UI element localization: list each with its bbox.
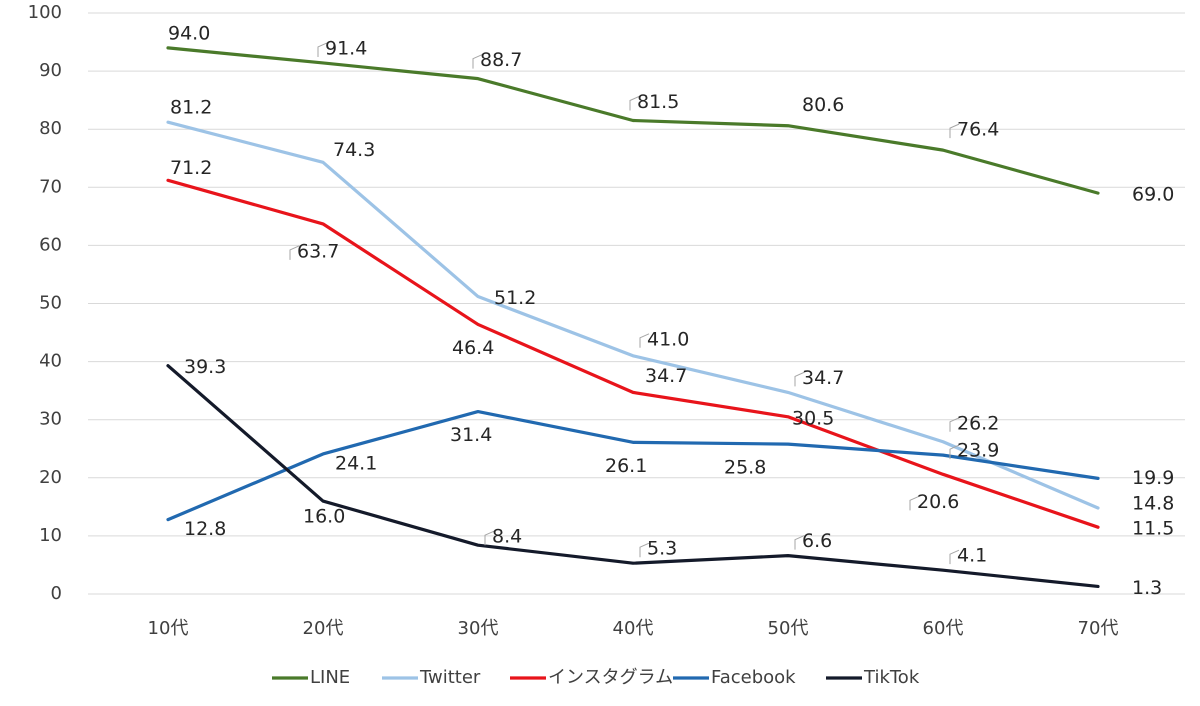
legend-label: Facebook — [711, 667, 796, 688]
y-tick-label: 60 — [39, 234, 62, 255]
legend-label: インスタグラム — [548, 667, 673, 688]
data-label: 16.0 — [303, 506, 345, 528]
label-leader — [639, 542, 650, 558]
data-label: 34.7 — [645, 365, 687, 387]
label-leader — [484, 530, 495, 546]
legend-label: LINE — [310, 667, 350, 688]
x-axis: 10代 20代 30代 40代 50代 60代 70代 — [148, 618, 1119, 639]
data-label: 12.8 — [184, 518, 226, 540]
data-label: 74.3 — [333, 139, 375, 161]
data-label: 30.5 — [792, 407, 834, 429]
y-tick-label: 50 — [39, 293, 62, 314]
legend-item: Facebook — [673, 667, 796, 688]
x-tick-label: 10代 — [148, 618, 189, 639]
y-tick-label: 10 — [39, 525, 62, 546]
data-label: 69.0 — [1132, 184, 1174, 206]
data-label: 39.3 — [184, 356, 226, 378]
x-tick-label: 70代 — [1078, 618, 1119, 639]
data-label: 6.6 — [802, 530, 832, 552]
y-tick-label: 20 — [39, 467, 62, 488]
x-tick-label: 50代 — [768, 618, 809, 639]
legend-label: Twitter — [419, 667, 481, 688]
label-leader — [794, 371, 805, 387]
label-leader — [317, 42, 328, 57]
y-tick-label: 100 — [28, 2, 62, 23]
data-label: 91.4 — [325, 37, 367, 59]
data-label: 94.0 — [168, 22, 210, 44]
data-label: 4.1 — [957, 545, 987, 567]
data-label: 71.2 — [170, 157, 212, 179]
data-label: 26.2 — [957, 412, 999, 434]
data-label: 80.6 — [802, 94, 844, 116]
data-label: 24.1 — [335, 452, 377, 474]
data-label: 8.4 — [492, 526, 522, 548]
y-axis: 0 10 20 30 40 50 60 70 80 90 100 — [28, 2, 62, 604]
label-leader — [629, 96, 640, 111]
data-label: 41.0 — [647, 328, 689, 350]
label-leader — [794, 535, 805, 550]
data-label: 26.1 — [605, 455, 647, 477]
legend-item: TikTok — [826, 667, 920, 688]
data-label: 88.7 — [480, 49, 522, 71]
data-label: 81.5 — [637, 91, 679, 113]
legend-item: Twitter — [382, 667, 481, 688]
data-label: 31.4 — [450, 424, 492, 446]
x-tick-label: 30代 — [458, 618, 499, 639]
label-leader — [472, 54, 483, 69]
data-label: 1.3 — [1132, 577, 1162, 599]
data-label: 14.8 — [1132, 493, 1174, 515]
y-tick-label: 70 — [39, 176, 62, 197]
y-tick-label: 0 — [51, 583, 62, 604]
legend-label: TikTok — [863, 667, 920, 688]
data-label: 81.2 — [170, 97, 212, 119]
data-label: 11.5 — [1132, 518, 1174, 540]
data-labels: 94.0 91.4 88.7 81.5 80.6 76.4 69.0 81.2 74.3 51.2… — [168, 22, 1174, 599]
label-leader — [949, 417, 960, 432]
y-tick-label: 90 — [39, 60, 62, 81]
x-tick-label: 60代 — [923, 618, 964, 639]
data-label: 63.7 — [297, 240, 339, 262]
legend: LINE Twitter インスタグラム Facebook TikTok — [272, 667, 920, 688]
data-label: 19.9 — [1132, 467, 1174, 489]
x-tick-label: 20代 — [303, 618, 344, 639]
data-label: 20.6 — [917, 491, 959, 513]
y-tick-label: 80 — [39, 118, 62, 139]
label-leader — [949, 549, 960, 565]
label-leader — [949, 444, 960, 460]
data-label: 51.2 — [494, 287, 536, 309]
series-lines — [166, 46, 1100, 589]
data-label: 25.8 — [724, 457, 766, 479]
x-tick-label: 40代 — [613, 618, 654, 639]
data-label: 23.9 — [957, 440, 999, 462]
data-label: 76.4 — [957, 119, 999, 141]
label-leader — [909, 495, 920, 511]
y-tick-label: 40 — [39, 351, 62, 372]
data-label: 46.4 — [452, 337, 494, 359]
label-leader — [639, 333, 650, 348]
y-tick-label: 30 — [39, 409, 62, 430]
label-leader — [949, 123, 960, 139]
label-leader — [289, 245, 300, 260]
legend-item: LINE — [272, 667, 350, 688]
data-label: 34.7 — [802, 367, 844, 389]
legend-item: インスタグラム — [510, 667, 673, 688]
data-label: 5.3 — [647, 538, 677, 560]
